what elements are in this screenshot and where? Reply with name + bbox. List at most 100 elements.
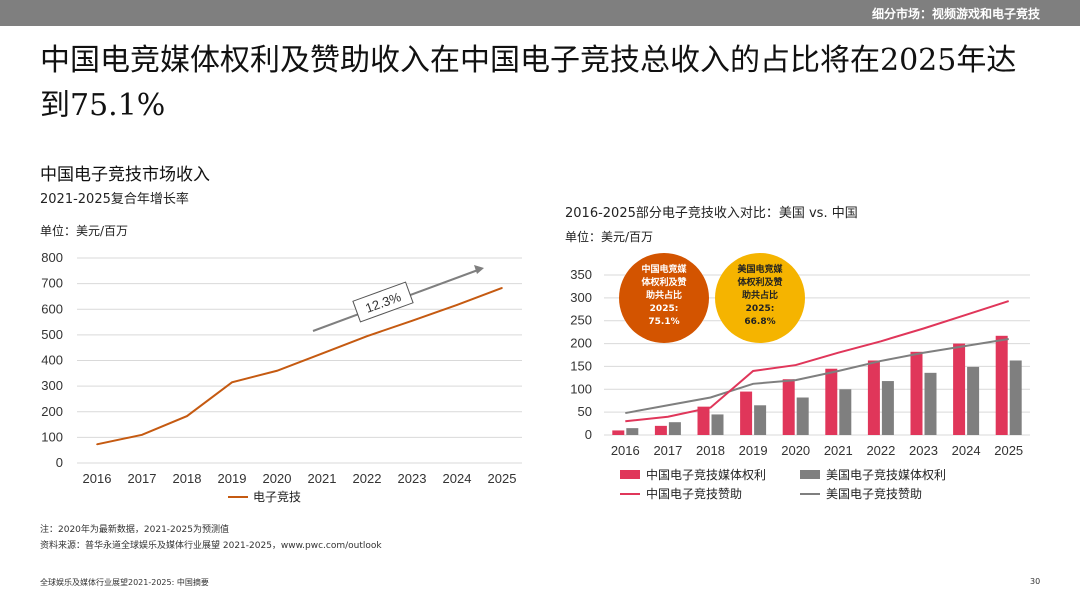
bubble-china-text: 助共占比 xyxy=(646,289,682,301)
data-point xyxy=(321,352,323,355)
y-tick-label: 200 xyxy=(570,336,592,351)
x-tick-label: 2020 xyxy=(263,471,292,486)
data-point xyxy=(231,381,233,384)
y-tick-label: 100 xyxy=(570,381,592,396)
bubble-us-text: 66.8% xyxy=(744,317,775,327)
bubble-us-text: 美国电竞媒 xyxy=(737,263,783,275)
x-tick-label: 2017 xyxy=(653,443,682,458)
bubble-china-text: 2025: xyxy=(650,304,679,314)
data-point xyxy=(96,443,98,446)
y-tick-label: 0 xyxy=(56,455,63,470)
y-tick-label: 150 xyxy=(570,358,592,373)
bubble-us-circle xyxy=(715,253,805,343)
source-note: 资料来源：普华永道全球娱乐及媒体行业展望 2021-2025，www.pwc.c… xyxy=(40,541,382,551)
x-tick-label: 2022 xyxy=(353,471,382,486)
data-point xyxy=(411,319,413,322)
left-line-chart: 0 100 200 300 400 500 600 700 800 2016 2017 2018 201… xyxy=(41,250,522,504)
x-tick-label: 2019 xyxy=(218,471,247,486)
legend-label-us-sponsor: 美国电子竞技赞助 xyxy=(826,487,922,501)
data-point xyxy=(186,415,188,417)
data-point xyxy=(141,434,143,436)
cagr-label-group: 12.3% xyxy=(352,281,414,323)
footer-text: 全球娱乐及媒体行业展望2021-2025: 中国摘要 xyxy=(40,578,209,587)
bar-us-media-rights xyxy=(668,422,681,435)
bar-china-media-rights xyxy=(867,360,880,435)
x-tick-label: 2023 xyxy=(909,443,938,458)
legend-label-us-media: 美国电子竞技媒体权利 xyxy=(826,468,946,482)
bubble-china-circle xyxy=(619,253,709,343)
bar-us-media-rights xyxy=(881,381,894,435)
y-tick-label: 500 xyxy=(41,327,63,342)
legend-swatch-china-media xyxy=(620,470,640,479)
x-tick-label: 2016 xyxy=(611,443,640,458)
y-tick-label: 350 xyxy=(570,267,592,282)
bar-us-media-rights xyxy=(839,389,852,435)
left-chart-title: 中国电子竞技市场收入 xyxy=(40,165,210,185)
bar-us-media-rights xyxy=(626,428,639,435)
y-tick-label: 250 xyxy=(570,313,592,328)
bubble-china-text: 体权利及赞 xyxy=(641,276,686,288)
bubble-us-text: 体权利及赞 xyxy=(737,276,782,288)
section-label: 细分市场：视频游戏和电子竞技 xyxy=(871,7,1040,21)
data-point xyxy=(501,287,503,289)
bubble-china-text: 75.1% xyxy=(648,317,679,327)
x-tick-label: 2024 xyxy=(443,471,472,486)
y-tick-label: 400 xyxy=(41,353,63,368)
legend-label-china-sponsor: 中国电子竞技赞助 xyxy=(646,486,742,501)
y-tick-label: 800 xyxy=(41,250,63,265)
bubble-china-text: 中国电竞媒 xyxy=(641,263,687,275)
y-tick-label: 600 xyxy=(41,301,63,316)
y-tick-label: 50 xyxy=(578,404,592,419)
series-line-esports xyxy=(96,287,503,446)
bar-china-media-rights xyxy=(782,379,795,435)
bar-china-media-rights xyxy=(697,406,710,435)
data-point xyxy=(366,335,368,337)
y-tick-label: 300 xyxy=(570,290,592,305)
line-china-sponsorship xyxy=(625,300,1010,423)
bubble-us-text: 2025: xyxy=(746,304,775,314)
x-tick-label: 2017 xyxy=(128,471,157,486)
right-chart-unit: 单位：美元/百万 xyxy=(565,230,654,244)
bubble-us-text: 助共占比 xyxy=(742,289,778,301)
y-tick-label: 700 xyxy=(41,276,63,291)
x-tick-label: 2023 xyxy=(398,471,427,486)
bar-us-media-rights xyxy=(711,414,724,435)
page-title: 中国电竞媒体权利及赞助收入在中国电子竞技总收入的占比将在2025年达到75.1% xyxy=(40,43,1017,123)
trend-arrow-head xyxy=(474,265,484,274)
left-chart-subtitle: 2021-2025复合年增长率 xyxy=(40,192,189,207)
bar-china-media-rights xyxy=(825,368,838,435)
bar-china-media-rights xyxy=(953,343,966,435)
x-tick-label: 2025 xyxy=(488,471,517,486)
x-tick-label: 2021 xyxy=(824,443,853,458)
x-tick-label: 2021 xyxy=(308,471,337,486)
line-us-sponsorship xyxy=(625,338,1009,415)
x-tick-label: 2016 xyxy=(83,471,112,486)
x-tick-label: 2024 xyxy=(952,443,981,458)
x-tick-label: 2025 xyxy=(994,443,1023,458)
x-tick-label: 2018 xyxy=(696,443,725,458)
bar-china-media-rights xyxy=(910,351,923,435)
right-chart-title: 2016-2025部分电子竞技收入对比：美国 vs. 中国 xyxy=(565,206,858,221)
top-banner: 细分市场：视频游戏和电子竞技 xyxy=(0,0,1080,26)
bar-china-media-rights xyxy=(654,425,667,435)
right-combo-chart: 0 50 100 150 200 250 300 350 2016 2017 2018 2019 202… xyxy=(570,253,1030,501)
x-tick-label: 2022 xyxy=(866,443,895,458)
bar-us-media-rights xyxy=(796,397,809,435)
x-tick-label: 2020 xyxy=(781,443,810,458)
page-number: 30 xyxy=(1030,577,1041,586)
data-point xyxy=(456,304,458,306)
legend-label-china-media: 中国电子竞技媒体权利 xyxy=(646,467,766,482)
y-tick-label: 300 xyxy=(41,378,63,393)
bar-us-media-rights xyxy=(967,366,980,435)
left-chart-unit: 单位：美元/百万 xyxy=(40,224,129,238)
legend-label-esports: 电子竞技 xyxy=(253,490,301,504)
y-tick-label: 200 xyxy=(41,404,63,419)
cagr-label-box xyxy=(352,281,414,323)
bar-us-media-rights xyxy=(1009,360,1022,435)
data-point xyxy=(276,369,278,372)
x-tick-label: 2019 xyxy=(739,443,768,458)
bar-us-media-rights xyxy=(754,405,767,435)
bar-us-media-rights xyxy=(924,372,937,435)
y-tick-label: 100 xyxy=(41,429,63,444)
